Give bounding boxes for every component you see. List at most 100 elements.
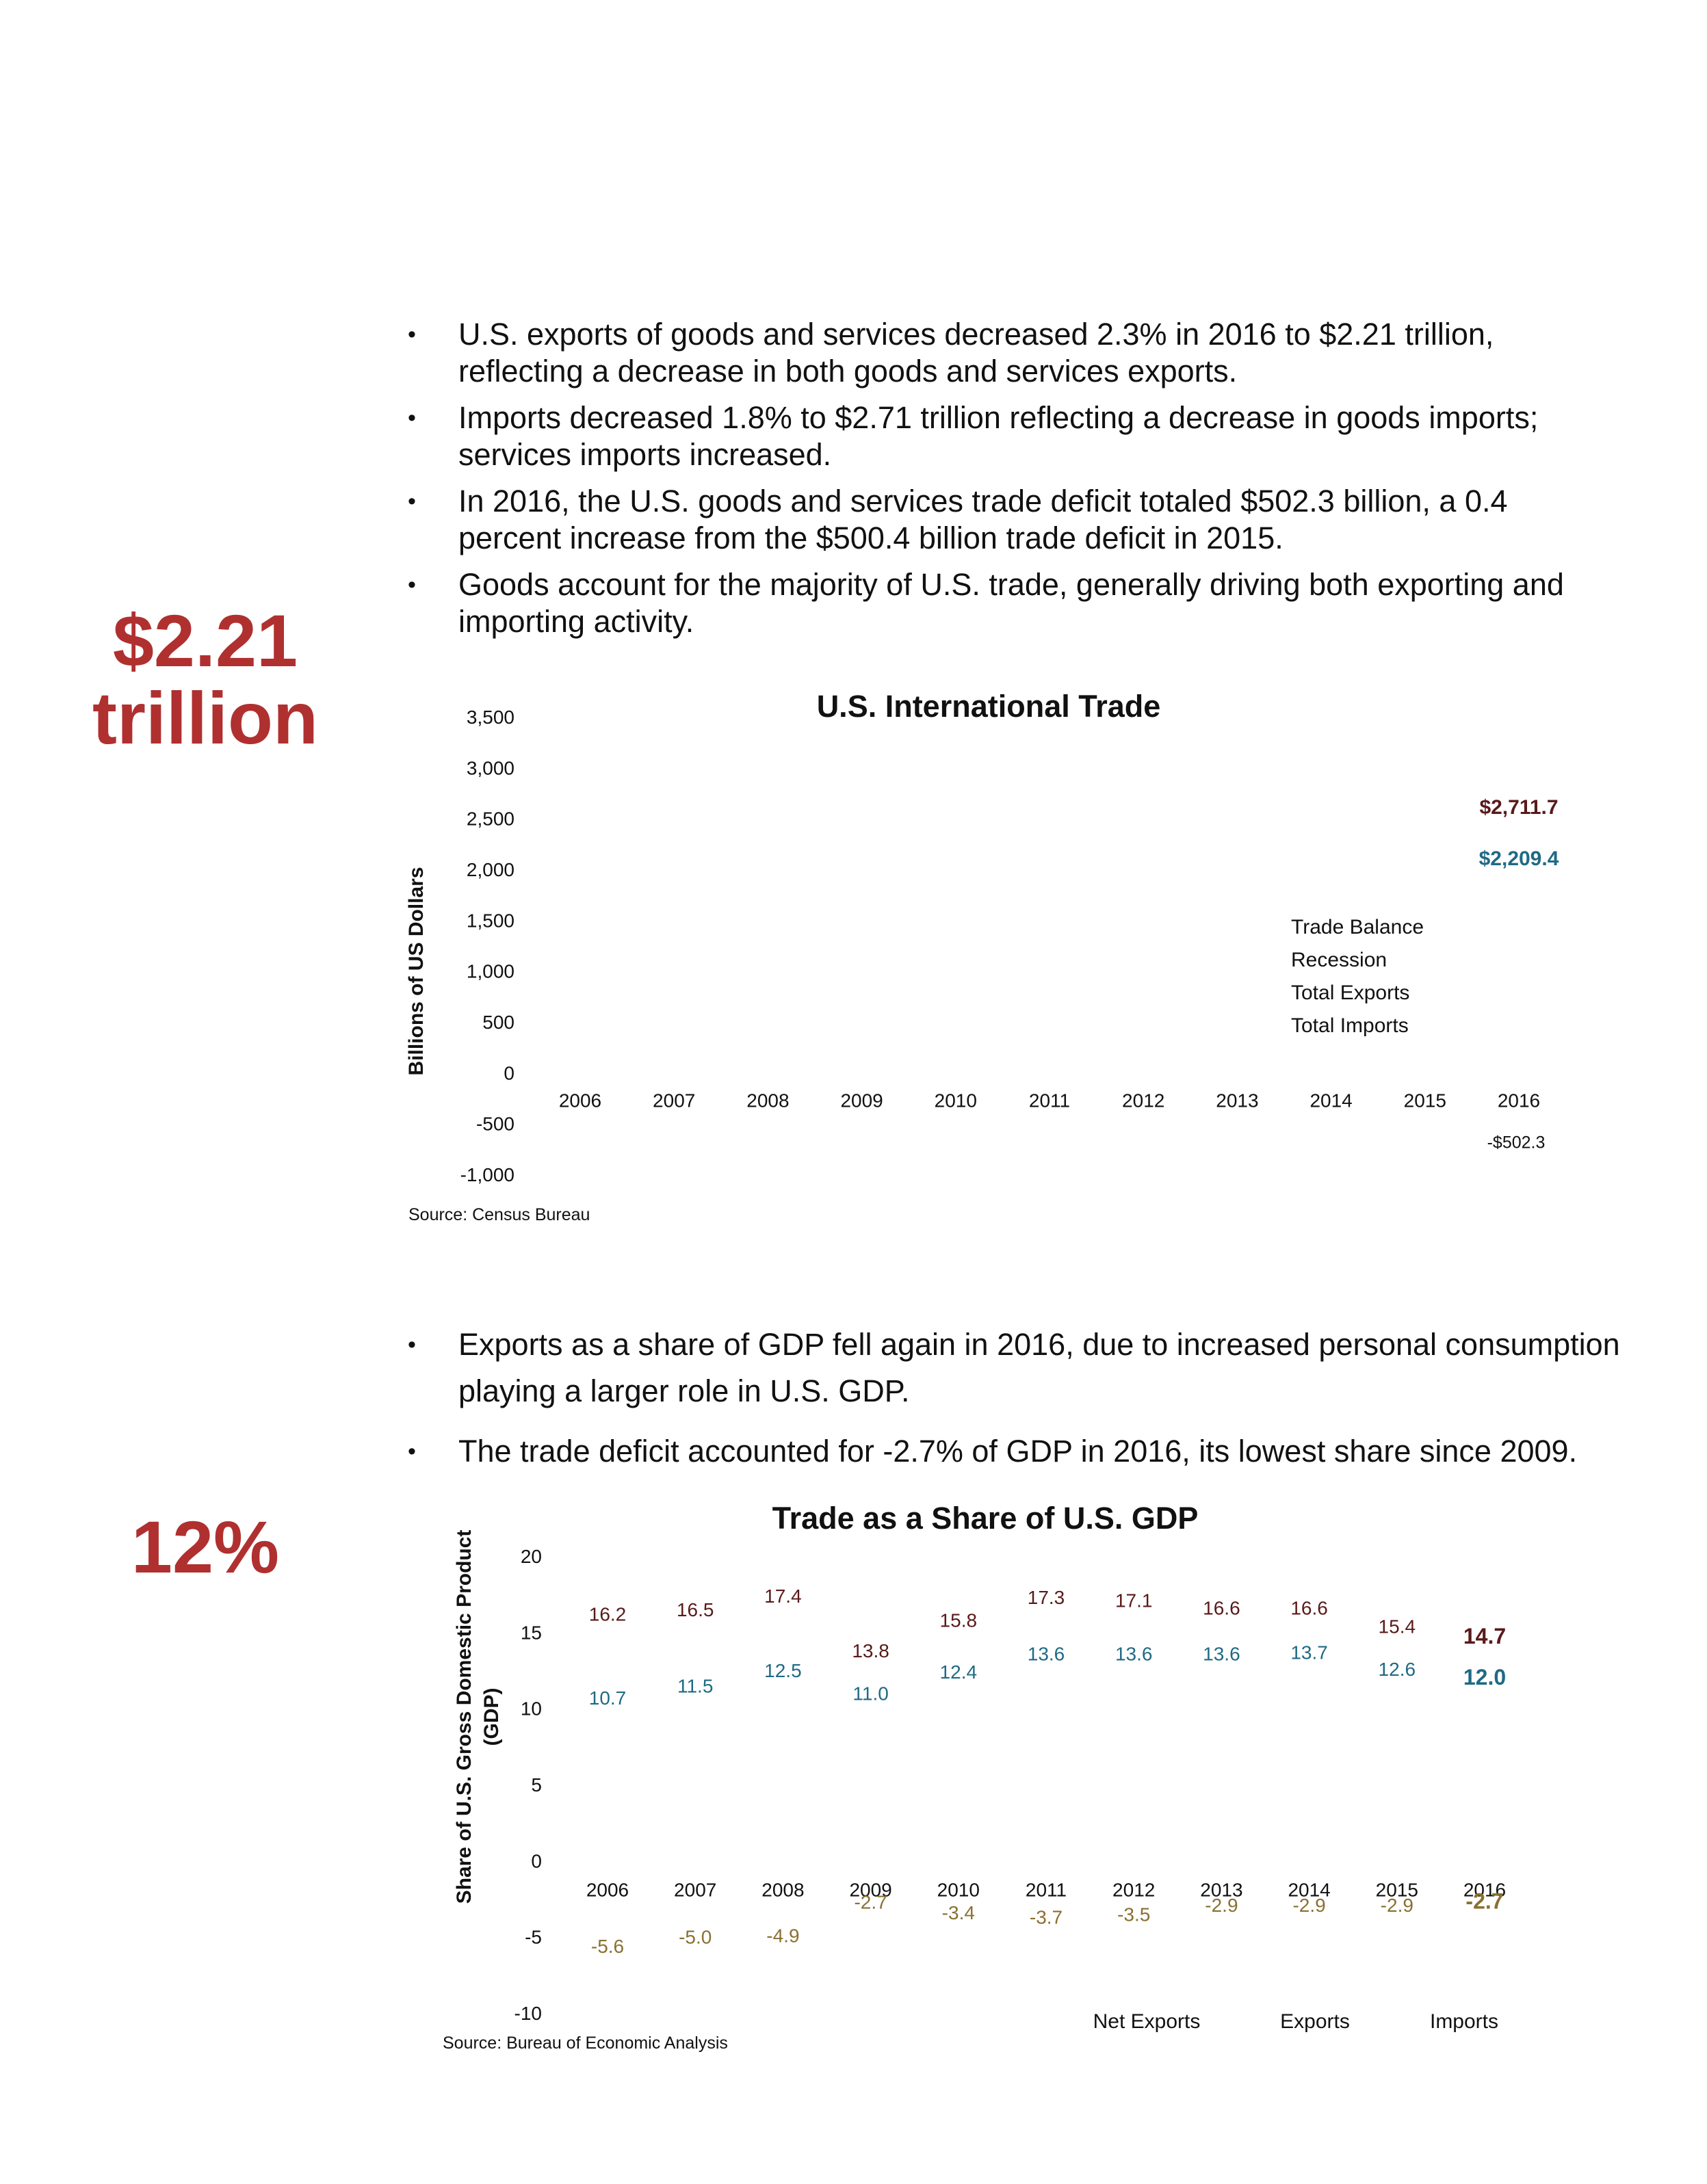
y-tick-label: 1,000 (467, 961, 514, 982)
data-label: 13.6 (1028, 1644, 1065, 1665)
y-tick-label: -1,000 (460, 1164, 514, 1185)
x-tick-label: 2015 (1376, 1879, 1418, 1900)
x-tick-label: 2010 (935, 1090, 977, 1111)
x-tick-label: 2007 (674, 1879, 716, 1900)
legend-item-imports: Imports (1430, 2010, 1498, 2033)
bullet-item: In 2016, the U.S. goods and services tra… (405, 483, 1602, 557)
data-labels: $2,711.7 $2,209.4 -$502.3 (1479, 796, 1559, 1152)
y-tick-label: 500 (482, 1012, 514, 1033)
international-trade-chart: U.S. International Trade Billions of US … (405, 689, 1559, 1224)
bullet-item: U.S. exports of goods and services decre… (405, 316, 1602, 390)
data-label: -5.6 (591, 1936, 624, 1957)
gdp-share-callout: 12% (131, 1505, 280, 1588)
data-label: 16.6 (1203, 1598, 1240, 1619)
bullet-item: Exports as a share of GDP fell again in … (405, 1321, 1637, 1415)
legend-item-total-imports: Total Imports (1291, 1014, 1409, 1037)
data-label: 16.6 (1290, 1598, 1328, 1619)
data-label: 13.6 (1203, 1644, 1240, 1665)
x-tick-label: 2014 (1288, 1879, 1330, 1900)
x-tick-label: 2011 (1026, 1879, 1067, 1900)
data-label: 16.2 (589, 1604, 627, 1625)
y-tick-label: 1,500 (467, 910, 514, 931)
y-tick-label: -5 (525, 1927, 542, 1948)
x-tick-label: 2015 (1404, 1090, 1446, 1111)
x-tick-label: 2006 (559, 1090, 601, 1111)
data-label: 13.7 (1290, 1642, 1328, 1663)
chart-source: Source: Census Bureau (408, 1205, 590, 1224)
x-axis-ticks: 2006 2007 2008 2009 2010 2011 2012 2013 2014 2015… (559, 1090, 1540, 1111)
data-label: 11.0 (852, 1683, 888, 1704)
export-total-callout-line2: trillion (92, 676, 318, 760)
y-axis-title-line1: Share of U.S. Gross Domestic Product (453, 1530, 475, 1904)
y-axis-ticks: 3,500 3,000 2,500 2,000 1,500 1,000 500 0 -500 -1… (460, 707, 514, 1185)
y-tick-label: 3,000 (467, 757, 514, 778)
y-axis-title: Share of U.S. Gross Domestic Product (GD… (453, 1530, 503, 1904)
data-label: 16.5 (677, 1599, 714, 1620)
y-tick-label: 3,500 (467, 707, 514, 728)
y-tick-label: 10 (521, 1698, 542, 1720)
data-label: -2.9 (1292, 1895, 1325, 1916)
data-label: 15.8 (940, 1610, 978, 1631)
y-tick-label: 2,000 (467, 859, 514, 880)
x-tick-label: 2011 (1029, 1090, 1070, 1111)
bullet-item: Imports decreased 1.8% to $2.71 trillion… (405, 399, 1602, 473)
data-label: -$502.3 (1487, 1133, 1546, 1152)
data-label: -5.0 (679, 1927, 712, 1948)
x-tick-label: 2008 (761, 1879, 804, 1900)
y-tick-label: 0 (504, 1062, 514, 1083)
chart-source: Source: Bureau of Economic Analysis (443, 2034, 728, 2053)
y-tick-label: 15 (521, 1622, 542, 1643)
chart-legend: Net Exports Exports Imports (1093, 2010, 1498, 2033)
export-total-callout: $2.21 trillion (62, 602, 349, 757)
legend-item-recession: Recession (1291, 949, 1387, 971)
x-tick-label: 2006 (586, 1879, 629, 1900)
x-tick-label: 2016 (1498, 1090, 1540, 1111)
legend-item-net-exports: Net Exports (1093, 2010, 1201, 2033)
x-axis-ticks: 2006 2007 2008 2009 2010 2011 2012 2013 2014 2015… (586, 1879, 1506, 1900)
data-label: -2.9 (1205, 1895, 1238, 1916)
export-total-callout-line1: $2.21 (112, 599, 298, 682)
x-tick-label: 2009 (840, 1090, 883, 1111)
data-label: 17.3 (1028, 1587, 1065, 1608)
data-label: -3.5 (1117, 1904, 1150, 1925)
data-label: 12.5 (764, 1660, 802, 1681)
chart-title: U.S. International Trade (817, 689, 1161, 724)
y-axis-ticks: 20 15 10 5 0 -5 -10 (514, 1546, 542, 2024)
data-label: 10.7 (589, 1687, 627, 1709)
bullet-item: The trade deficit accounted for -2.7% of… (405, 1428, 1637, 1475)
summary-bullets-top: U.S. exports of goods and services decre… (405, 316, 1602, 650)
y-tick-label: 2,500 (467, 808, 514, 830)
data-label: -4.9 (766, 1925, 799, 1946)
legend-item-total-exports: Total Exports (1291, 982, 1409, 1004)
x-tick-label: 2016 (1463, 1879, 1506, 1900)
data-label: 15.4 (1379, 1616, 1416, 1637)
x-tick-label: 2008 (746, 1090, 789, 1111)
data-label: 12.0 (1463, 1665, 1506, 1689)
y-axis-title: Billions of US Dollars (405, 867, 428, 1075)
data-labels: 16.2 16.5 17.4 13.8 15.8 17.3 17.1 16.6 16.6 15.4… (589, 1586, 1506, 1957)
x-tick-label: 2013 (1216, 1090, 1258, 1111)
x-tick-label: 2010 (937, 1879, 980, 1900)
data-label: 13.6 (1115, 1644, 1153, 1665)
data-label: 17.1 (1115, 1590, 1153, 1611)
y-tick-label: 0 (531, 1850, 542, 1871)
trade-share-gdp-chart: Trade as a Share of U.S. GDP Share of U.… (443, 1501, 1506, 2053)
data-label: 17.4 (764, 1586, 802, 1607)
data-label: $2,209.4 (1479, 847, 1559, 870)
data-label: -2.9 (1381, 1895, 1413, 1916)
chart-title: Trade as a Share of U.S. GDP (772, 1501, 1199, 1536)
x-tick-label: 2007 (653, 1090, 695, 1111)
y-axis-title-line2: (GDP) (480, 1688, 503, 1746)
data-label: 13.8 (852, 1640, 889, 1661)
y-tick-label: -10 (514, 2003, 542, 2024)
x-tick-label: 2012 (1122, 1090, 1164, 1111)
data-label: 14.7 (1463, 1624, 1506, 1648)
data-label: -3.7 (1030, 1907, 1063, 1928)
x-tick-label: 2012 (1112, 1879, 1155, 1900)
data-label: 12.4 (940, 1661, 978, 1683)
chart-legend: Trade Balance Recession Total Exports To… (1291, 916, 1424, 1037)
data-label: -3.4 (942, 1902, 975, 1923)
bullet-item: Goods account for the majority of U.S. t… (405, 566, 1602, 640)
x-tick-label: 2009 (849, 1879, 891, 1900)
